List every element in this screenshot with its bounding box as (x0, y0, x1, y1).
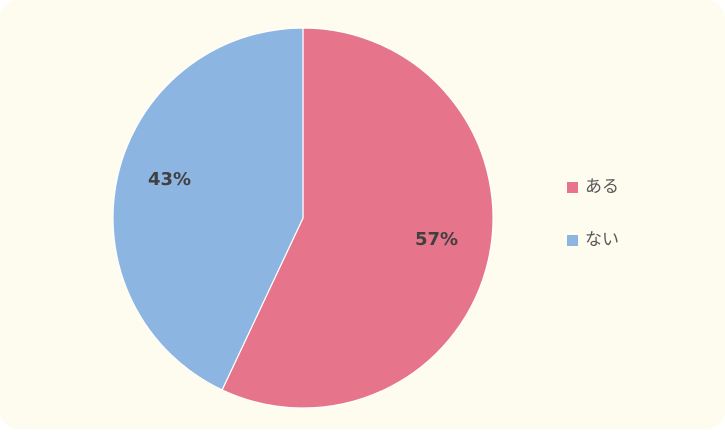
data-label: 43% (148, 169, 191, 190)
pie-slice (112, 27, 304, 391)
legend-label: ない (585, 230, 619, 250)
legend-label: ある (585, 177, 619, 197)
pie-slice (221, 27, 494, 409)
data-label: 57% (415, 229, 458, 250)
legend-swatch (567, 182, 578, 193)
legend-swatch (567, 235, 578, 246)
